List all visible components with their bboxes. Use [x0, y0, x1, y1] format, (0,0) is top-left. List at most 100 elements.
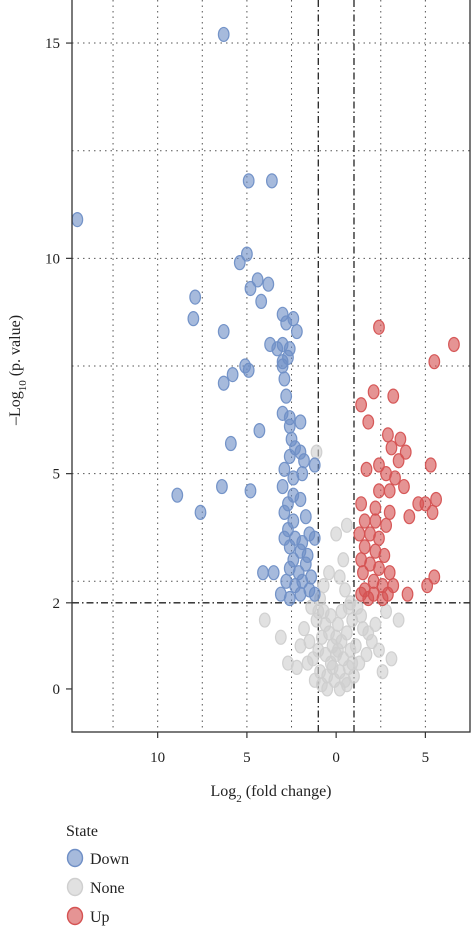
- point-down: [267, 565, 280, 581]
- point-up: [382, 427, 394, 443]
- point-none: [290, 659, 303, 676]
- point-down: [276, 358, 289, 374]
- point-down: [189, 289, 202, 305]
- point-none: [324, 608, 337, 624]
- point-down: [253, 422, 266, 439]
- y-axis-title: –Log10 (p. value): [7, 315, 29, 426]
- point-up: [378, 547, 391, 564]
- data-points: [71, 26, 460, 697]
- legend-label-none: None: [90, 880, 125, 897]
- point-none: [330, 526, 343, 542]
- point-up: [389, 470, 401, 486]
- point-down: [244, 280, 257, 297]
- point-up: [401, 586, 414, 602]
- point-up: [398, 478, 410, 495]
- point-down: [241, 246, 253, 262]
- y-tick-label: 15: [45, 36, 60, 52]
- point-up: [419, 496, 432, 512]
- point-none: [333, 569, 346, 585]
- point-up: [421, 577, 434, 594]
- point-none: [337, 552, 350, 568]
- point-down: [224, 435, 237, 452]
- point-up: [369, 513, 382, 529]
- point-up: [383, 504, 396, 521]
- point-down: [308, 530, 321, 546]
- point-down: [242, 173, 255, 189]
- point-up: [385, 440, 398, 456]
- point-down: [217, 323, 230, 340]
- point-down: [217, 375, 230, 391]
- point-none: [323, 565, 335, 581]
- point-none: [298, 621, 310, 637]
- y-tick-label: 0: [53, 682, 61, 698]
- legend: State Down None Up: [66, 823, 129, 926]
- point-down: [283, 448, 296, 465]
- point-down: [278, 504, 291, 521]
- point-down: [171, 487, 184, 503]
- point-down: [233, 255, 246, 271]
- x-tick-label: 5: [422, 750, 430, 766]
- point-none: [362, 625, 375, 641]
- point-down: [244, 483, 257, 499]
- point-none: [333, 681, 346, 697]
- legend-label-down: Down: [90, 851, 129, 868]
- legend-title: State: [66, 823, 98, 840]
- point-up: [394, 431, 407, 447]
- legend-swatch-none: [66, 877, 84, 897]
- point-down: [299, 556, 312, 572]
- point-up: [387, 388, 400, 404]
- point-up: [355, 496, 368, 512]
- point-down: [278, 371, 291, 387]
- point-none: [373, 642, 385, 658]
- point-up: [430, 491, 442, 508]
- point-down: [276, 478, 289, 495]
- point-down: [280, 388, 293, 404]
- point-none: [305, 599, 318, 615]
- point-down: [226, 367, 239, 383]
- point-down: [283, 590, 296, 607]
- point-down: [305, 569, 318, 585]
- y-tick-label: 2: [53, 596, 61, 612]
- point-up: [376, 590, 389, 607]
- point-down: [217, 26, 230, 43]
- point-up: [369, 500, 382, 516]
- point-up: [403, 509, 416, 525]
- point-none: [326, 659, 339, 676]
- point-up: [448, 336, 460, 353]
- point-up: [428, 569, 441, 585]
- point-none: [360, 646, 373, 663]
- x-axis-title: Log2 (fold change): [210, 783, 331, 805]
- point-down: [255, 293, 268, 310]
- point-none: [317, 577, 330, 594]
- point-up: [424, 457, 437, 473]
- point-up: [362, 414, 375, 430]
- point-none: [385, 651, 398, 667]
- point-none: [369, 616, 382, 632]
- legend-swatch-down: [66, 848, 84, 868]
- y-tick-label: 10: [45, 251, 60, 267]
- point-down: [290, 323, 303, 340]
- point-none: [342, 599, 355, 615]
- x-tick-label: 0: [332, 750, 340, 766]
- point-up: [360, 461, 373, 477]
- point-down: [187, 311, 200, 327]
- point-down: [294, 414, 307, 430]
- point-none: [332, 642, 344, 658]
- point-up: [373, 483, 385, 499]
- point-none: [274, 629, 287, 645]
- point-down: [278, 461, 291, 477]
- point-up: [355, 397, 368, 413]
- x-axis-ticks: 10 5 0 5: [150, 732, 429, 766]
- point-up: [399, 444, 412, 460]
- point-up: [373, 530, 385, 546]
- plot-frame: [71, 0, 471, 733]
- point-down: [251, 272, 264, 288]
- point-down: [283, 418, 296, 434]
- legend-label-up: Up: [90, 909, 110, 926]
- legend-entries: Down None Up: [66, 848, 129, 926]
- point-down: [298, 453, 310, 469]
- point-up: [373, 560, 385, 576]
- point-up: [428, 354, 441, 370]
- point-down: [242, 362, 255, 378]
